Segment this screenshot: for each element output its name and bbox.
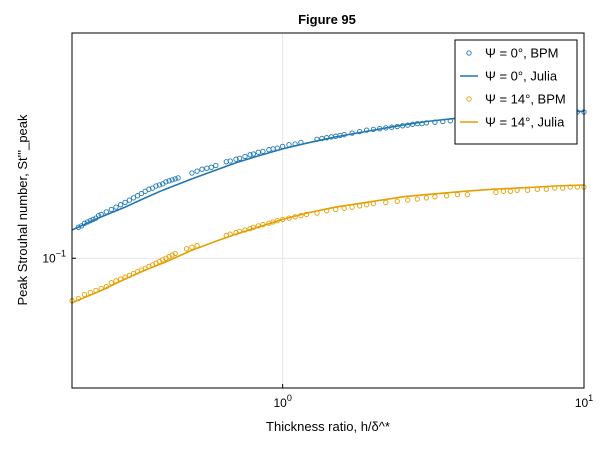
legend-label: Ψ = 14°, Julia: [485, 115, 565, 130]
series-2-point: [423, 195, 430, 201]
series-0-point: [236, 155, 243, 161]
legend-label: Ψ = 14°, BPM: [485, 92, 566, 107]
x-tick-label: 101: [575, 393, 593, 410]
legend-swatch-marker: [466, 50, 472, 56]
y-axis-label: Peak Strouhal number, St'''_peak: [15, 114, 30, 306]
series-0-point: [156, 182, 163, 188]
series-0-point: [169, 177, 175, 183]
series-0-point: [163, 179, 169, 185]
series-2-point: [405, 197, 411, 203]
series-3-line: [71, 184, 585, 304]
series-0-point: [172, 176, 178, 182]
series-0-point: [247, 152, 253, 158]
series-0-point: [189, 170, 195, 176]
series-0-point: [208, 164, 214, 170]
series-0-point: [175, 175, 181, 181]
series-2-point: [394, 198, 400, 204]
series-2-point: [169, 252, 175, 258]
series-0-point: [122, 199, 128, 206]
axis-ticks: 100 101 10−1: [42, 248, 593, 410]
series-0-point: [138, 190, 145, 197]
series-0-point: [117, 202, 124, 208]
series-0-point: [134, 193, 141, 199]
series-2-point: [414, 196, 421, 202]
series-2-point: [464, 191, 470, 198]
series-0-point: [126, 197, 133, 203]
legend-box: [454, 39, 578, 145]
series-0-point: [227, 158, 233, 164]
legend-swatch-marker: [466, 96, 472, 102]
series-0-point: [108, 206, 114, 213]
legend-label: Ψ = 0°, Julia: [485, 69, 558, 84]
series-0-point: [363, 127, 370, 133]
series-0-point: [233, 156, 239, 162]
legend-label: Ψ = 0°, BPM: [485, 46, 559, 61]
y-tick-label: 10−1: [42, 248, 66, 265]
legend: Ψ = 0°, BPM Ψ = 0°, Julia Ψ = 14°, BPM Ψ = …: [454, 39, 578, 145]
plot-frame: [71, 32, 585, 389]
series-2-point: [183, 246, 190, 252]
x-tick-label: 100: [273, 393, 291, 410]
series-0-point: [130, 195, 137, 201]
series-0-point: [166, 178, 172, 184]
series-0-point: [250, 151, 257, 157]
x-axis-label: Thickness ratio, h/δ^*: [266, 419, 390, 434]
series-0-point: [113, 204, 119, 210]
series-0-point: [260, 148, 266, 155]
series-0-point: [153, 183, 159, 189]
series-0-point: [242, 153, 248, 160]
series-2-point: [172, 250, 178, 257]
series-0-point: [319, 135, 325, 142]
series-0-point: [146, 186, 152, 192]
series-0-point: [213, 162, 219, 169]
chart-title: Figure 95: [298, 12, 356, 27]
series-0-point: [199, 166, 205, 172]
series-2-point: [493, 189, 499, 196]
series-2-point: [383, 199, 389, 206]
series-0-point: [194, 168, 200, 174]
